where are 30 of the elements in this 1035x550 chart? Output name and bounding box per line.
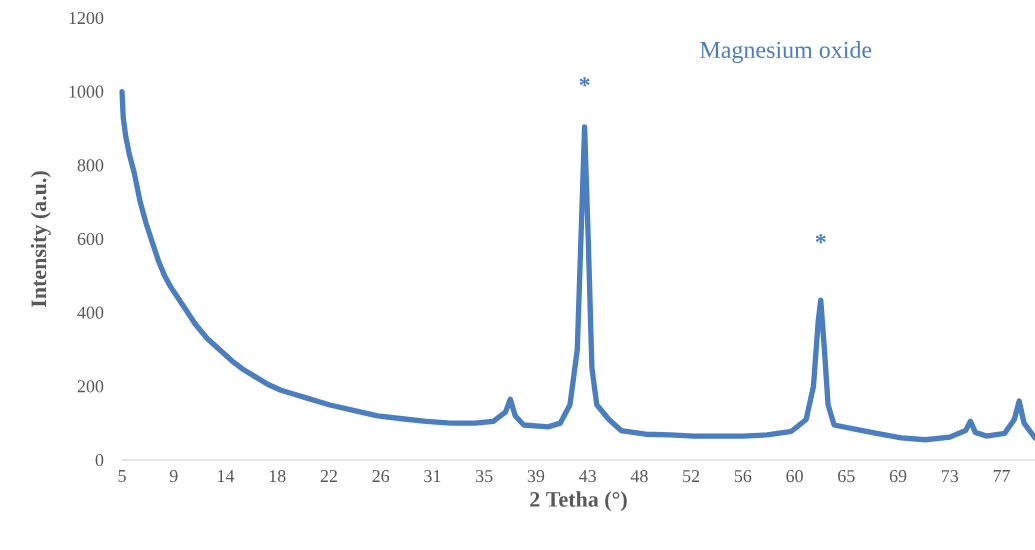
x-tick-label: 35 (476, 470, 493, 483)
x-tick-label: 26 (372, 470, 390, 483)
y-axis-title: Intensity (a.u.) (30, 171, 51, 308)
x-tick-label: 69 (889, 470, 907, 483)
x-tick-label: 77 (993, 470, 1011, 482)
x-tick-label: 56 (734, 470, 752, 483)
x-tick-label: 52 (683, 470, 700, 483)
x-tick-label: 73 (941, 470, 959, 483)
x-axis-title: 2 Tetha (°) (530, 491, 627, 512)
x-tick-label: 39 (527, 470, 545, 483)
x-tick-label: 31 (424, 470, 441, 483)
x-tick-label: 48 (630, 470, 648, 483)
x-tick-label: 14 (218, 470, 235, 482)
x-tick-label: 65 (838, 470, 855, 483)
x-tick-label: 5 (118, 470, 126, 482)
text: Magnesium oxide (700, 41, 872, 63)
x-tick-label: 9 (169, 470, 178, 483)
annotation: * (579, 77, 590, 87)
annotation: * (815, 234, 826, 244)
y-tick-label: 0 (95, 453, 104, 467)
y-tick-label: 200 (77, 380, 104, 393)
x-tick-label: 18 (269, 470, 286, 483)
y-tick-label: 800 (77, 159, 104, 172)
y-tick-label: 1200 (69, 11, 104, 25)
x-tick-label: 22 (320, 470, 337, 482)
y-tick-label: 1000 (69, 85, 104, 98)
x-tick-label: 60 (786, 470, 803, 483)
x-tick-label: 43 (578, 470, 596, 483)
y-tick-label: 600 (77, 232, 104, 246)
y-tick-label: 400 (77, 306, 104, 319)
